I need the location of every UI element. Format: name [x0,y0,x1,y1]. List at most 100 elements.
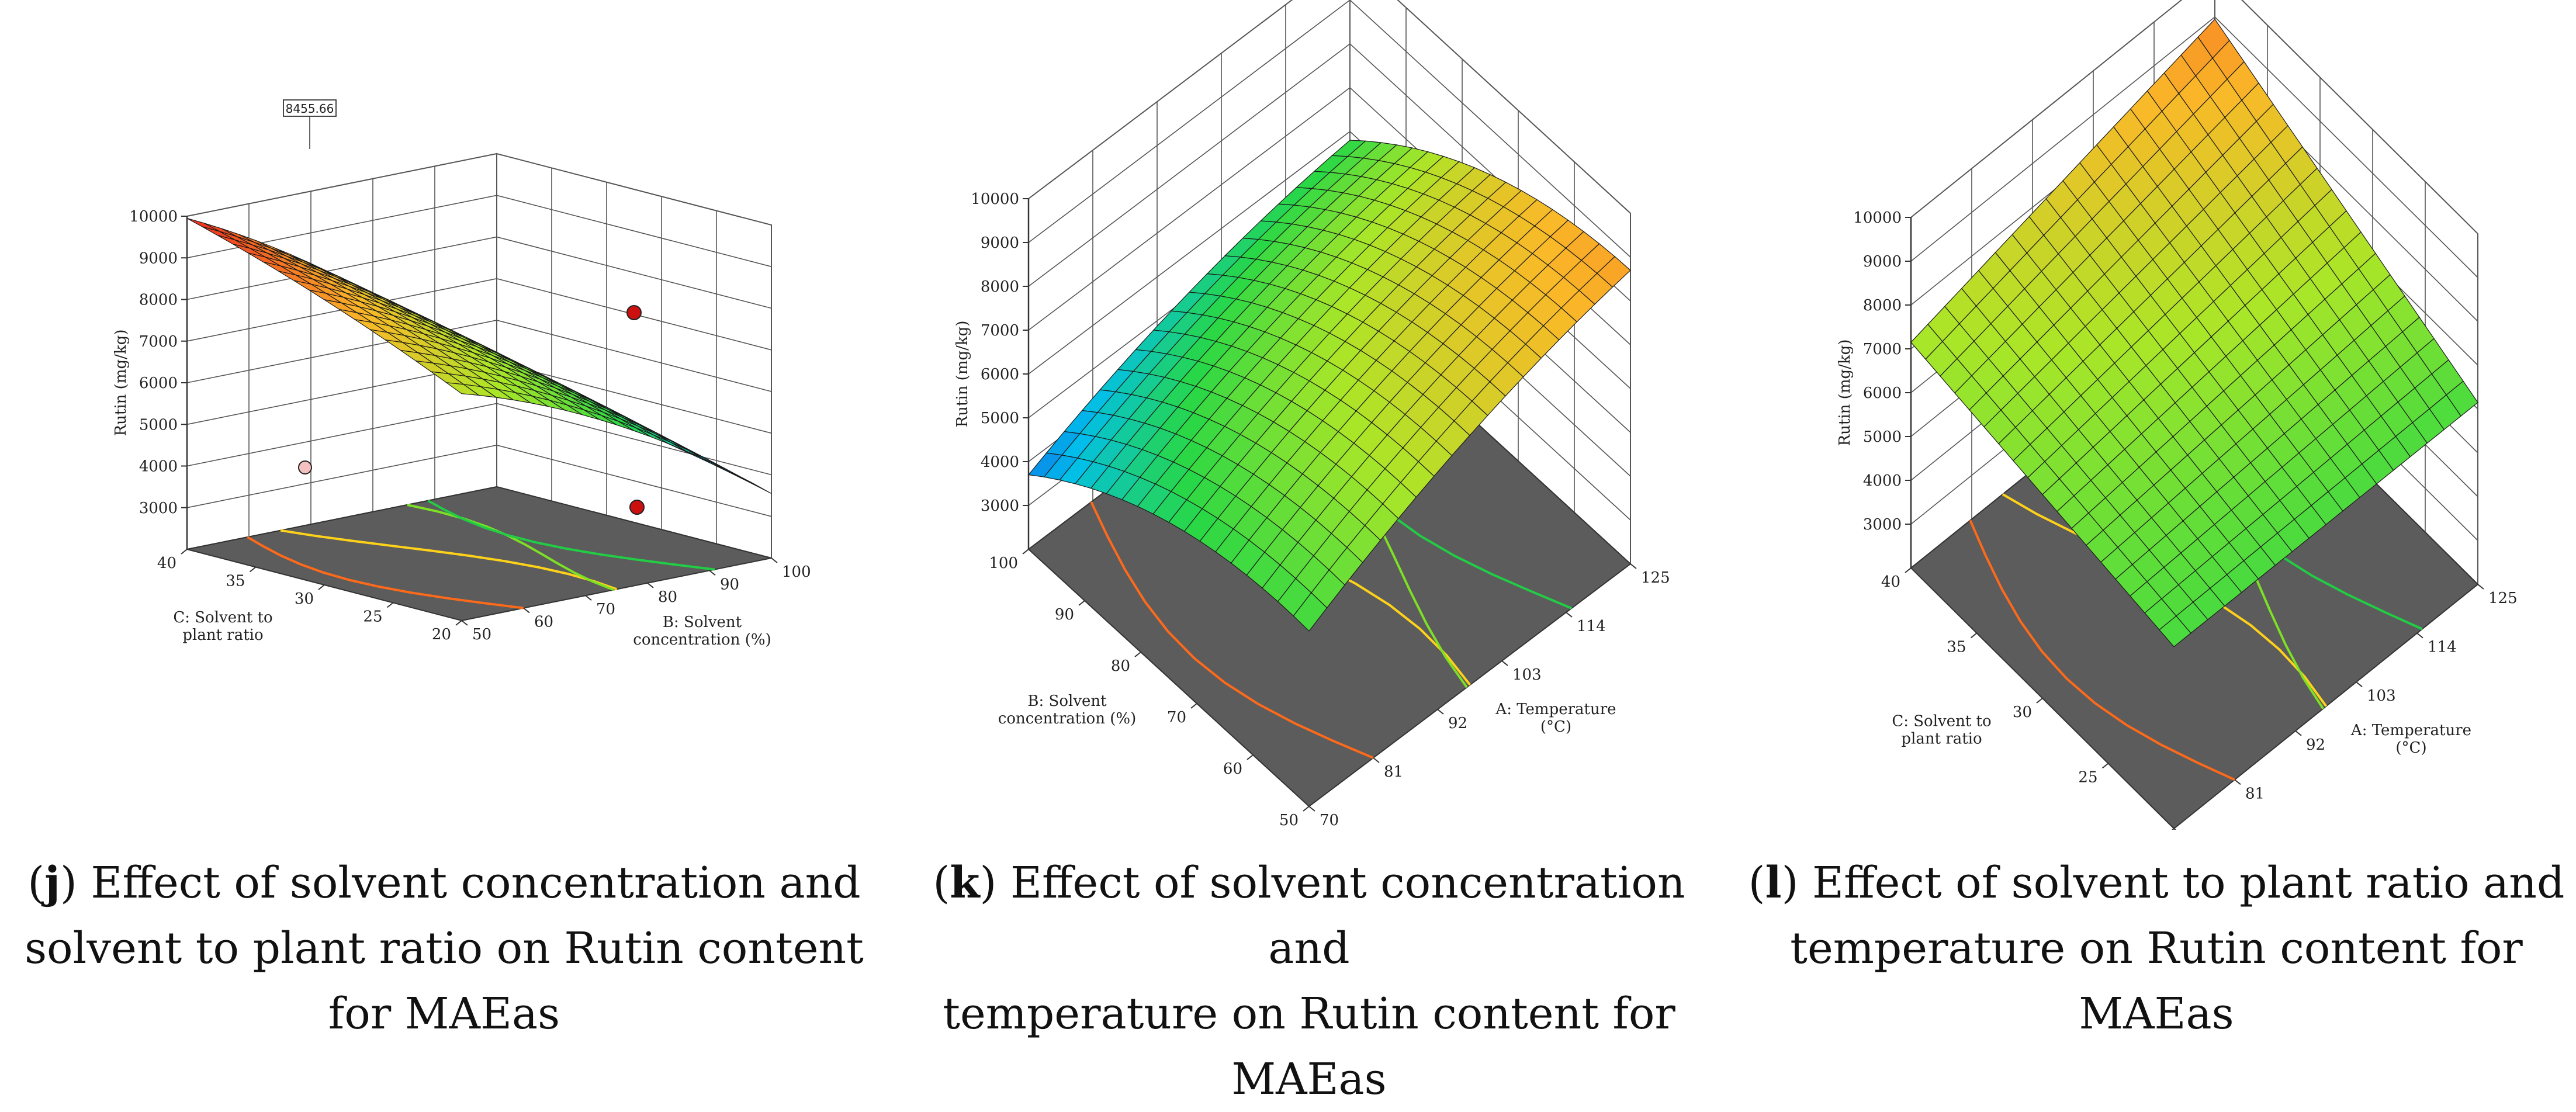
y-tick-label: 30 [295,590,314,608]
y-axis-label: C: Solvent to [1892,713,1991,730]
caption-j: (j) Effect of solvent concentration and … [23,850,865,1047]
x-tick [1437,709,1444,715]
y-tick [1970,632,1978,639]
response-surface [1027,140,1631,632]
y-tick [1905,567,1912,573]
y-tick-label: 60 [1223,760,1242,778]
caption-line: ) Effect of solvent concentration and [60,858,861,908]
wall-gridline [1910,16,2478,278]
y-tick [2101,763,2109,769]
x-tick [2416,632,2423,639]
y-axis-label: concentration (%) [998,710,1136,728]
y-tick-label: 25 [363,608,382,626]
surface-cell [1293,592,1328,632]
x-axis-label: B: Solvent [663,614,742,631]
x-tick-label: 90 [720,576,739,593]
contour-line [247,536,524,609]
y-tick-label: 70 [1167,709,1186,726]
x-tick-label: 114 [1577,618,1606,635]
x-tick [2477,584,2484,590]
x-tick [1373,757,1380,763]
y-tick [1134,652,1141,657]
x-tick [1308,806,1315,812]
x-tick [709,570,716,576]
response-surface [1910,18,2478,647]
z-tick-label: 5000 [1863,428,1902,446]
x-tick [2173,828,2177,830]
x-tick-label: 114 [2428,639,2457,656]
wall-gridline [186,403,772,476]
y-tick [2171,828,2175,830]
caption-line: MAEas [2079,989,2234,1039]
caption-line: solvent to plant ratio on Rutin content [25,923,864,974]
y-tick-label: 90 [1055,606,1074,623]
surface-cell [445,382,480,396]
x-axis-label: (°C) [2395,739,2426,757]
caption-line: ) Effect of solvent to plant ratio and [1781,858,2565,908]
caption-l: (l) Effect of solvent to plant ratio and… [1747,850,2565,1047]
z-tick-label: 5000 [139,416,178,434]
x-tick-label: 81 [1384,763,1403,781]
y-axis-label: C: Solvent to [173,609,272,626]
x-axis-label: A: Temperature [2350,722,2471,739]
contour-line [427,499,715,571]
z-tick-label: 8000 [139,292,178,309]
y-tick [455,620,462,626]
x-tick-label: 92 [1448,715,1467,732]
z-tick-label: 8000 [1863,297,1902,314]
y-tick [1247,754,1254,760]
figure-canvas: 3000 4000 5000 6000 7000 8000 9000 10000 Rutin (… [112,0,2518,830]
z-tick-label: 6000 [1863,384,1902,402]
caption-letter: l [1765,858,1782,908]
z-axis-label: Rutin (mg/kg) [1836,340,1854,446]
x-tick-label: 81 [2245,785,2265,802]
x-tick-label: 70 [1320,812,1339,829]
x-tick [2356,681,2363,687]
x-tick [523,607,530,614]
x-tick-label: 125 [2488,590,2518,607]
z-tick-label: 4000 [139,458,178,476]
wall-gridline [186,195,772,268]
z-tick-label: 8000 [981,278,1019,296]
surface-plot-k: 3000 4000 5000 6000 7000 8000 9000 10000 Rutin (… [954,0,1670,829]
y-tick [1190,703,1197,709]
x-tick-label: 100 [782,563,811,581]
caption-line: temperature on Rutin content for [943,989,1675,1039]
z-tick-label: 6000 [139,375,178,392]
x-tick [1501,660,1508,666]
caption-letter: j [44,858,60,908]
y-tick-label: 40 [1881,573,1900,591]
z-tick-label: 10000 [1853,209,1902,227]
z-tick-label: 10000 [129,208,178,226]
y-tick-label: 25 [2078,769,2097,787]
z-tick-label: 3000 [1863,516,1902,534]
y-tick [181,549,188,555]
z-tick-label: 7000 [1863,341,1902,358]
x-tick-label: 103 [1512,666,1542,684]
max-value-flag-box [283,99,337,117]
contour-line [1969,519,2235,781]
z-tick-label: 9000 [1863,253,1902,271]
y-tick-label: 100 [989,555,1018,572]
contour-line [1090,501,1374,759]
x-tick [1630,563,1637,569]
y-tick [1303,806,1310,812]
design-point [626,305,642,320]
y-axis-label: plant ratio [182,626,263,644]
max-value-flag: 8455.66 [286,102,334,116]
x-tick [647,583,654,588]
z-tick-label: 6000 [981,366,1019,383]
surface-plot-j: 3000 4000 5000 6000 7000 8000 9000 10000 Rutin (… [112,99,811,649]
z-tick-label: 9000 [981,234,1019,252]
caption-k: (k) Effect of solvent concentration and … [888,850,1730,1112]
z-tick-label: 3000 [981,497,1019,515]
x-tick [771,557,778,563]
z-axis-label: Rutin (mg/kg) [954,321,971,428]
floor-plane [186,486,772,622]
z-tick-label: 7000 [981,322,1019,340]
x-tick-label: 60 [534,614,553,631]
surface-cell [2159,615,2191,647]
z-axis-label: Rutin (mg/kg) [112,330,130,437]
design-point [629,500,645,515]
x-tick-label: 70 [596,601,615,618]
